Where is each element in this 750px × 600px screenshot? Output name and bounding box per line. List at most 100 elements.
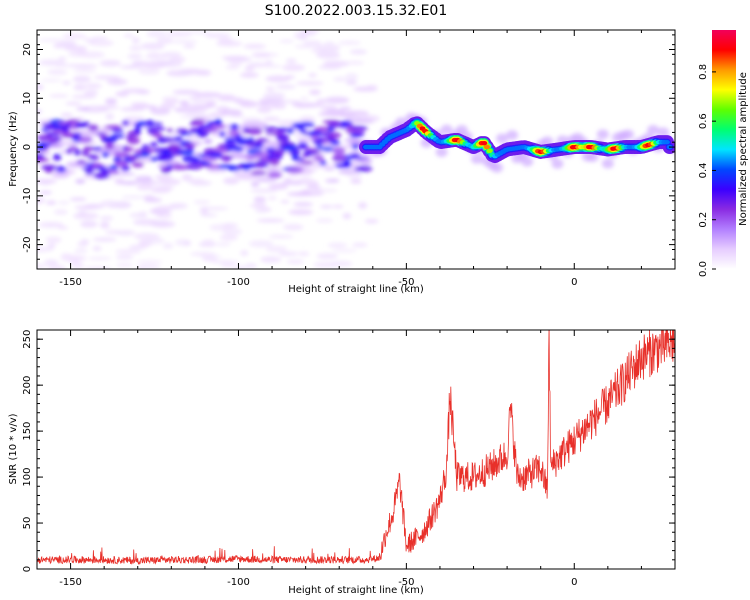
spectrogram-band-blob xyxy=(269,158,280,166)
spectrogram-halo-blob xyxy=(621,129,634,140)
spectrogram-band-blob xyxy=(121,165,130,172)
spectrogram-noise-blob xyxy=(116,172,136,176)
spectrogram-band-blob xyxy=(80,121,90,126)
spectrogram-noise-blob xyxy=(47,69,68,76)
snr-x-tick-label: -150 xyxy=(59,577,82,588)
spectrogram-band-blob xyxy=(78,136,93,144)
spectrogram-band-blob xyxy=(83,145,96,151)
spectrogram-noise-blob xyxy=(112,77,123,85)
spectrogram-noise-blob xyxy=(69,197,87,202)
spectrogram-noise-blob xyxy=(74,249,88,253)
spectrogram-noise-blob xyxy=(204,32,231,39)
spectrogram-band-blob xyxy=(201,128,219,133)
spectrogram-noise-blob xyxy=(268,234,294,239)
spectrogram-noise-blob xyxy=(259,53,279,57)
spectrogram-band-blob xyxy=(56,166,67,173)
spectrogram-noise-blob xyxy=(134,232,160,240)
spectrogram-noise-blob xyxy=(255,177,278,183)
spectrogram-y-axis-label: Frequency (Hz) xyxy=(8,111,19,187)
spectrogram-noise-blob xyxy=(201,207,229,211)
colorbar-tick-label: 0.6 xyxy=(698,113,709,129)
spectrogram-y-tick-label: 10 xyxy=(22,92,33,105)
spectrogram-noise-blob xyxy=(59,40,77,48)
spectrogram-x-tick-label: 0 xyxy=(571,277,577,288)
spectrogram-noise-blob xyxy=(84,82,102,90)
spectrogram-band-blob xyxy=(293,157,305,162)
spectrogram-ridge-blob xyxy=(486,148,493,154)
spectrogram-noise-blob xyxy=(294,44,316,49)
spectrogram-x-axis-label: Height of straight line (km) xyxy=(288,284,424,295)
spectrogram-noise-blob xyxy=(44,259,59,266)
spectrogram-band-blob xyxy=(142,147,157,153)
colorbar-ticks: 0.0 0.2 0.4 0.6 0.8 xyxy=(698,64,716,277)
spectrogram-band-blob xyxy=(256,138,269,143)
spectrogram-band-blob xyxy=(272,148,286,156)
spectrogram-noise-blob xyxy=(105,112,115,121)
spectrogram-band-blob xyxy=(224,136,237,144)
spectrogram-band-blob xyxy=(327,121,343,128)
spectrogram-noise-blob xyxy=(275,84,296,90)
spectrogram-band-blob xyxy=(179,131,193,136)
spectrogram-band-blob xyxy=(300,160,314,165)
spectrogram-noise-blob xyxy=(270,144,281,149)
spectrogram-noise-blob xyxy=(83,89,99,96)
spectrogram-y-tick-label: -20 xyxy=(22,236,33,252)
spectrogram-band-blob xyxy=(256,162,269,168)
figure-title: S100.2022.003.15.32.E01 xyxy=(265,3,448,19)
spectrogram-band-blob xyxy=(299,121,315,128)
spectrogram-band-blob xyxy=(92,146,103,151)
spectrogram-band-blob xyxy=(144,119,155,127)
spectrogram-band-blob xyxy=(101,151,110,158)
spectrogram-noise-blob xyxy=(62,33,87,40)
spectrogram-noise-blob xyxy=(150,186,172,194)
spectrogram-y-tick-label: 20 xyxy=(22,43,33,56)
spectrogram-band-blob xyxy=(166,128,174,133)
spectrogram-noise-blob xyxy=(71,262,84,269)
spectrogram-noise-blob xyxy=(324,96,350,104)
spectrogram-band-blob xyxy=(205,164,224,170)
spectrogram-halo-blob xyxy=(435,147,448,158)
spectrogram-noise-blob xyxy=(37,263,47,269)
spectrogram-noise-blob xyxy=(99,216,114,221)
spectrogram-noise-blob xyxy=(316,98,327,105)
spectrogram-noise-blob xyxy=(158,178,181,186)
spectrogram-noise-blob xyxy=(283,223,304,231)
spectrogram-noise-blob xyxy=(331,249,358,253)
spectrogram-band-blob xyxy=(350,153,360,158)
spectrogram-band-blob xyxy=(113,151,130,158)
spectrogram-band-blob xyxy=(175,128,189,134)
spectrogram-noise-blob xyxy=(217,97,244,102)
spectrogram-noise-blob xyxy=(99,59,121,67)
spectrogram-noise-blob xyxy=(92,36,108,40)
spectrogram-band-blob xyxy=(88,124,99,132)
spectrogram-noise-blob xyxy=(263,116,280,122)
spectrogram-noise-blob xyxy=(157,205,169,211)
spectrogram-band-blob xyxy=(265,130,277,135)
spectrogram-band-blob xyxy=(309,149,321,154)
spectrogram-band-blob xyxy=(219,155,234,161)
spectrogram-noise-blob xyxy=(80,239,90,245)
spectrogram-band-blob xyxy=(267,172,283,178)
spectrogram-noise-blob xyxy=(320,204,333,209)
spectrogram-noise-blob xyxy=(352,242,368,248)
spectrogram-noise-blob xyxy=(357,201,368,210)
spectrogram-band-blob xyxy=(307,130,324,137)
spectrogram-noise-blob xyxy=(222,228,243,235)
spectrogram-noise-blob xyxy=(51,171,70,179)
spectrogram-band-blob xyxy=(127,137,141,145)
spectrogram-band-blob xyxy=(104,142,115,150)
spectrogram-band-blob xyxy=(158,154,174,162)
colorbar: 0.0 0.2 0.4 0.6 0.8 Normalized spectral ampl… xyxy=(698,30,749,277)
spectrogram-noise-blob xyxy=(213,94,236,98)
spectrogram-noise-blob xyxy=(239,100,259,108)
spectrogram-noise-blob xyxy=(265,75,291,83)
spectrogram-noise-blob xyxy=(308,89,321,96)
spectrogram-band-blob xyxy=(173,136,183,143)
spectrogram-band-blob xyxy=(100,167,111,176)
spectrogram-noise-blob xyxy=(179,100,189,107)
spectrogram-noise-blob xyxy=(143,62,167,69)
snr-panel: -150 -100 -50 0 0 50 100 150 200 250 Height of s… xyxy=(8,329,676,596)
spectrogram-noise-blob xyxy=(74,205,100,210)
spectrogram-band-blob xyxy=(333,146,346,155)
